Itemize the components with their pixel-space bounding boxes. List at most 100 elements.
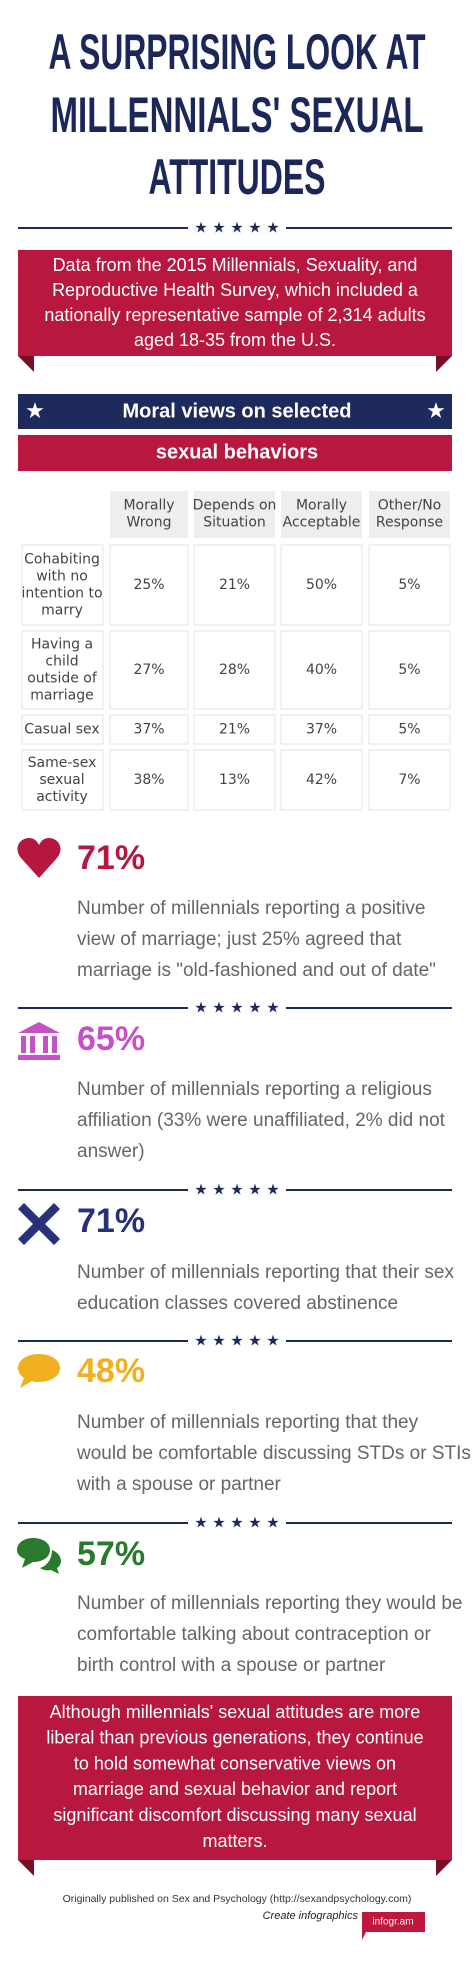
star: ★ [212, 999, 225, 1017]
conclusion-line: liberal than previous generations, they … [46, 1728, 423, 1748]
row-label-cell [21, 544, 104, 626]
star: ★ [194, 999, 207, 1017]
cell [280, 749, 363, 811]
star: ★ [194, 219, 207, 237]
row-label: Casual sex [24, 722, 99, 738]
star: ★ [194, 1332, 207, 1350]
table-subtitle: sexual behaviors [156, 441, 318, 463]
star: ★ [212, 1181, 225, 1199]
row-label-cell [21, 630, 104, 710]
building-icon [18, 1022, 60, 1060]
cell [368, 749, 451, 811]
row-label: marry [41, 603, 83, 619]
header-cell [194, 491, 275, 538]
cell [368, 544, 451, 626]
star: ★ [194, 1514, 207, 1532]
stat-percent: 71% [77, 1202, 145, 1240]
stat-text: Number of millennials reporting a positi… [77, 898, 426, 919]
cell-value: 5% [398, 722, 420, 738]
conclusion-line: matters. [202, 1831, 267, 1851]
row-label: outside of [27, 671, 98, 687]
star: ★ [248, 999, 261, 1017]
star: ★ [248, 1181, 261, 1199]
row-label-cell [21, 714, 104, 745]
stat-text: birth control with a spouse or partner [77, 1655, 386, 1676]
star: ★ [230, 219, 243, 237]
cell-value: 5% [398, 662, 420, 678]
star: ★ [266, 1332, 279, 1350]
column-header: Response [376, 515, 443, 531]
stat-text: marriage is "old-fashioned and out of da… [77, 960, 436, 981]
star: ★ [248, 1514, 261, 1532]
table-title: Moral views on selected [123, 400, 352, 422]
cell [368, 714, 451, 745]
stat-percent: 48% [77, 1352, 145, 1390]
title-line: MILLENNIALS' SEXUAL [51, 87, 424, 143]
conclusion-line: Although millennials' sexual attitudes a… [50, 1702, 421, 1722]
column-header: Other/No [378, 498, 442, 514]
speech-icon [18, 1354, 60, 1388]
conclusion-line: marriage and sexual behavior and report [73, 1779, 397, 1799]
table-subtitle-band [18, 435, 452, 471]
stat-text: view of marriage; just 25% agreed that [77, 929, 402, 950]
row-label: Having a [31, 637, 93, 653]
banner-fold [18, 1860, 452, 1876]
source: Originally published on Sex and Psycholo… [63, 1893, 412, 1905]
cell-value: 40% [306, 662, 337, 678]
star: ★ [230, 1181, 243, 1199]
cell-value: 25% [133, 577, 164, 593]
row-label-cell [21, 749, 104, 811]
conclusion-banner [18, 1696, 452, 1860]
column-header: Morally [296, 498, 347, 514]
row-label: Cohabiting [24, 552, 100, 568]
column-header: Wrong [127, 515, 172, 531]
conclusion-line: significant discomfort discussing many s… [53, 1805, 416, 1825]
star: ★ [266, 219, 279, 237]
row-label: intention to [21, 586, 102, 602]
header-cell [369, 491, 450, 538]
column-header: Morally [123, 498, 174, 514]
star: ★ [212, 219, 225, 237]
star: ★ [25, 399, 45, 424]
cell-value: 38% [133, 772, 164, 788]
cta: Create infographics [263, 1910, 359, 1922]
star: ★ [266, 999, 279, 1017]
cell [280, 630, 363, 710]
cell-value: 50% [306, 577, 337, 593]
cell-value: 42% [306, 772, 337, 788]
stat-text: Number of millennials reporting that the… [77, 1412, 419, 1433]
star: ★ [212, 1332, 225, 1350]
stat-percent: 71% [77, 839, 145, 877]
cell-value: 7% [398, 772, 420, 788]
intro-banner [18, 250, 452, 356]
star: ★ [194, 1181, 207, 1199]
conclusion-line: to hold somewhat conservative views on [74, 1753, 396, 1773]
star: ★ [230, 1332, 243, 1350]
cell-value: 28% [219, 662, 250, 678]
cell-value: 5% [398, 577, 420, 593]
stat-text: Number of millennials reporting they wou… [77, 1593, 462, 1614]
stat-text: comfortable talking about contraception … [77, 1624, 431, 1645]
cell [193, 630, 276, 710]
cell [109, 630, 189, 710]
row-label: marriage [30, 688, 93, 704]
x-icon [18, 1203, 60, 1245]
row-label: sexual [39, 772, 84, 788]
cell [109, 749, 189, 811]
stat-text: education classes covered abstinence [77, 1293, 398, 1314]
heart-icon [17, 838, 61, 878]
stat-text: Number of millennials reporting that the… [77, 1262, 455, 1283]
stat-text: with a spouse or partner [76, 1474, 282, 1495]
stat-text: Number of millennials reporting a religi… [77, 1079, 432, 1100]
stat-percent: 65% [77, 1020, 145, 1058]
column-header: Acceptable [283, 515, 361, 531]
stat-text: affiliation (33% were unaffiliated, 2% d… [77, 1110, 446, 1131]
row-label: Same-sex [28, 755, 97, 771]
star: ★ [248, 219, 261, 237]
cell [280, 544, 363, 626]
row-label: child [45, 654, 78, 670]
cell-value: 13% [219, 772, 250, 788]
star: ★ [248, 1332, 261, 1350]
brand: infogr.am [372, 1917, 413, 1928]
